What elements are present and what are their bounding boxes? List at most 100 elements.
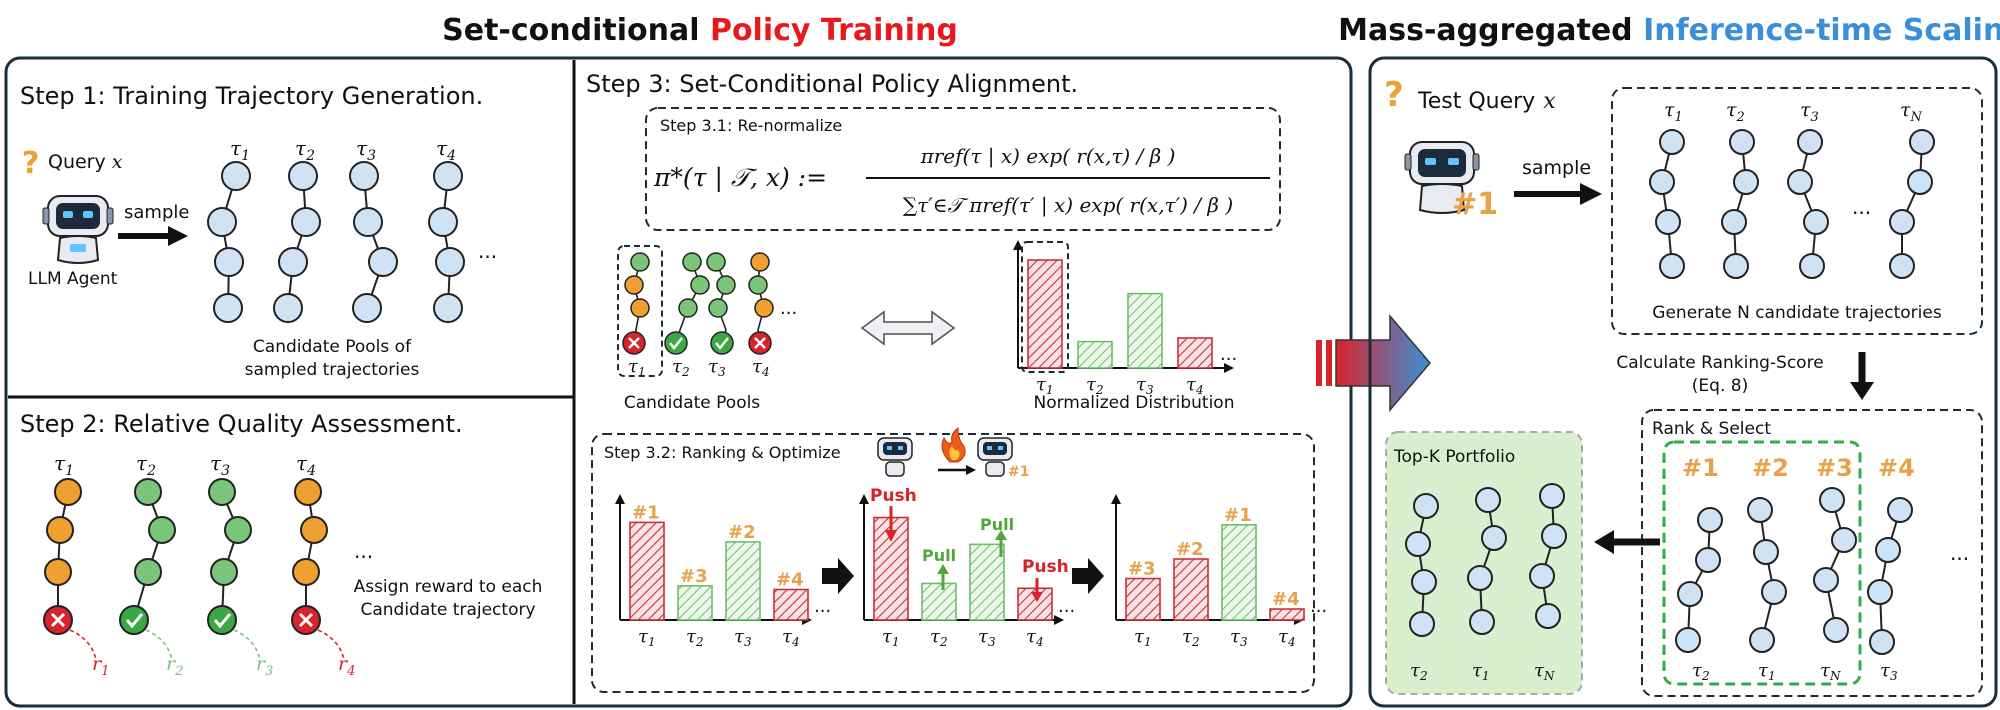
reward-label: r1 [92,653,109,679]
topk-trajectories: τ2 τ1 τN [1405,483,1567,683]
bar [1027,259,1063,369]
step3-1-box [645,107,1281,231]
ranking-score-line2: (Eq. 8) [1692,376,1748,396]
pool-ellipsis: ... [780,298,797,319]
svg-text:τN: τN [1900,99,1923,125]
reward-label: r3 [256,653,273,679]
bar [1269,608,1305,621]
tick-label: τ3 [978,626,996,649]
rank-columns: #1 #2 #3 #4 τ2 τ1 τN τ3 [1675,454,1915,683]
rank-mark: #3 [1128,559,1156,580]
svg-text:τ3: τ3 [1880,660,1898,683]
step3-1-title: Step 3.1: Re-normalize [660,116,842,135]
svg-text:τ1: τ1 [1758,660,1776,683]
step1-caption-line2: sampled trajectories [245,360,420,380]
pull-label: Pull [980,515,1014,534]
transition-arrow [1316,313,1431,413]
rank-mark: #1 [1224,505,1252,526]
chart-ellipsis: ... [1310,596,1327,617]
tick-label: τ3 [734,626,752,649]
candidate-pools: τ1 τ2 τ3 τ4 [622,252,774,379]
traj-label: τ3 [356,136,376,164]
push-label: Push [1022,557,1069,577]
svg-text:τ3: τ3 [708,356,726,379]
question-icon: ? [22,146,39,181]
tick-label: τ3 [1230,626,1248,649]
tick-label: τ1 [638,626,656,649]
svg-text:τ2: τ2 [1692,660,1710,683]
svg-text:τ2: τ2 [672,356,690,379]
reward-label: r2 [166,653,183,679]
svg-text:?: ? [22,146,39,181]
pull-arrow [937,564,949,574]
ranking-chart-before: τ1 #1 τ2 #3 τ3 #2 τ4 #4... [615,494,831,649]
rank-select-box [1641,409,1983,697]
step1-title: Step 1: Training Trajectory Generation. [20,82,483,110]
ranking-score-line1: Calculate Ranking-Score [1616,353,1823,373]
bar [921,582,957,621]
right-header-title: Mass-aggregated Inference-time Scaling [1338,13,2000,48]
down-arrow [1850,352,1874,400]
rank-mark: #4 [1272,589,1300,610]
generated-ellipsis: ... [1852,195,1871,219]
robot-icon [877,437,913,477]
step1-caption-line1: Candidate Pools of [253,337,412,357]
step1-ellipsis: ... [478,239,497,263]
ranking-chart-optimize: τ1 τ2 τ3 τ4... [859,494,1075,649]
tick-label: τ4 [1026,626,1044,649]
traj-label: τ1 [54,451,74,479]
topk-portfolio-panel [1385,431,1583,695]
push-label: Push [870,486,917,506]
rank-mark: #1 [632,502,660,523]
rank-mark: #3 [680,566,708,587]
chart-ellipsis: ... [1220,344,1237,365]
rank-mark: #4 [1878,454,1915,482]
left-header-title: Set-conditional Policy Training [442,13,958,48]
formula-numerator: πref(τ | x) exp( r(x,τ) / β ) [920,144,1176,169]
step2-caption-line1: Assign reward to each [354,577,543,597]
next-arrow [822,558,854,594]
selected-topk-box [1662,440,1862,686]
svg-text:τN: τN [1820,660,1841,683]
bar [629,521,665,621]
inference-panel [1368,56,1998,708]
step2-ellipsis: ... [354,539,373,563]
pass-icon [119,605,149,635]
svg-text:#1: #1 [1452,187,1498,222]
ranking-chart-after: τ1 #3 τ2 #2 τ3 #1 τ4 #4... [1111,494,1327,649]
bar [1125,577,1161,621]
sample-label: sample [124,202,189,223]
robot-agent-icon: #1 [1404,141,1498,222]
tick-label: τ2 [686,626,704,649]
tick-label: τ1 [1134,626,1152,649]
rank-select-label: Rank & Select [1652,419,1771,439]
svg-text:τ1: τ1 [628,356,646,379]
bar [1221,524,1257,621]
step3-title: Step 3: Set-Conditional Policy Alignment… [586,70,1078,98]
bar [1127,292,1163,369]
step3-2-box [591,433,1315,693]
rank-ellipsis: ... [1950,541,1969,565]
svg-text:τ4: τ4 [752,356,770,379]
dist-highlight-box [1021,241,1069,373]
y-axis-arrow [859,494,869,504]
bar [1173,558,1209,621]
traj-label: τ4 [436,136,456,164]
trained-robot-icon: #1 [977,437,1029,480]
svg-text:#1: #1 [1008,464,1029,480]
tick-label: τ2 [930,626,948,649]
rank-mark: #2 [1752,454,1789,482]
tick-label: τ4 [782,626,800,649]
traj-label: τ3 [210,451,230,479]
step2-caption-line2: Candidate trajectory [360,600,535,620]
left-arrow [1594,530,1660,554]
step2-trajectories: τ1 τ2 τ3 τ4 r1 [43,451,355,679]
traj-label: τ2 [136,451,156,479]
test-query-label: Test Query x [1417,89,1556,114]
step3-2-title: Step 3.2: Ranking & Optimize [604,443,841,462]
pass-icon [207,605,237,635]
rank-mark: #2 [1176,539,1204,560]
bar [677,585,713,621]
svg-text:τ2: τ2 [1726,99,1745,125]
svg-text:τ1: τ1 [1664,99,1683,125]
